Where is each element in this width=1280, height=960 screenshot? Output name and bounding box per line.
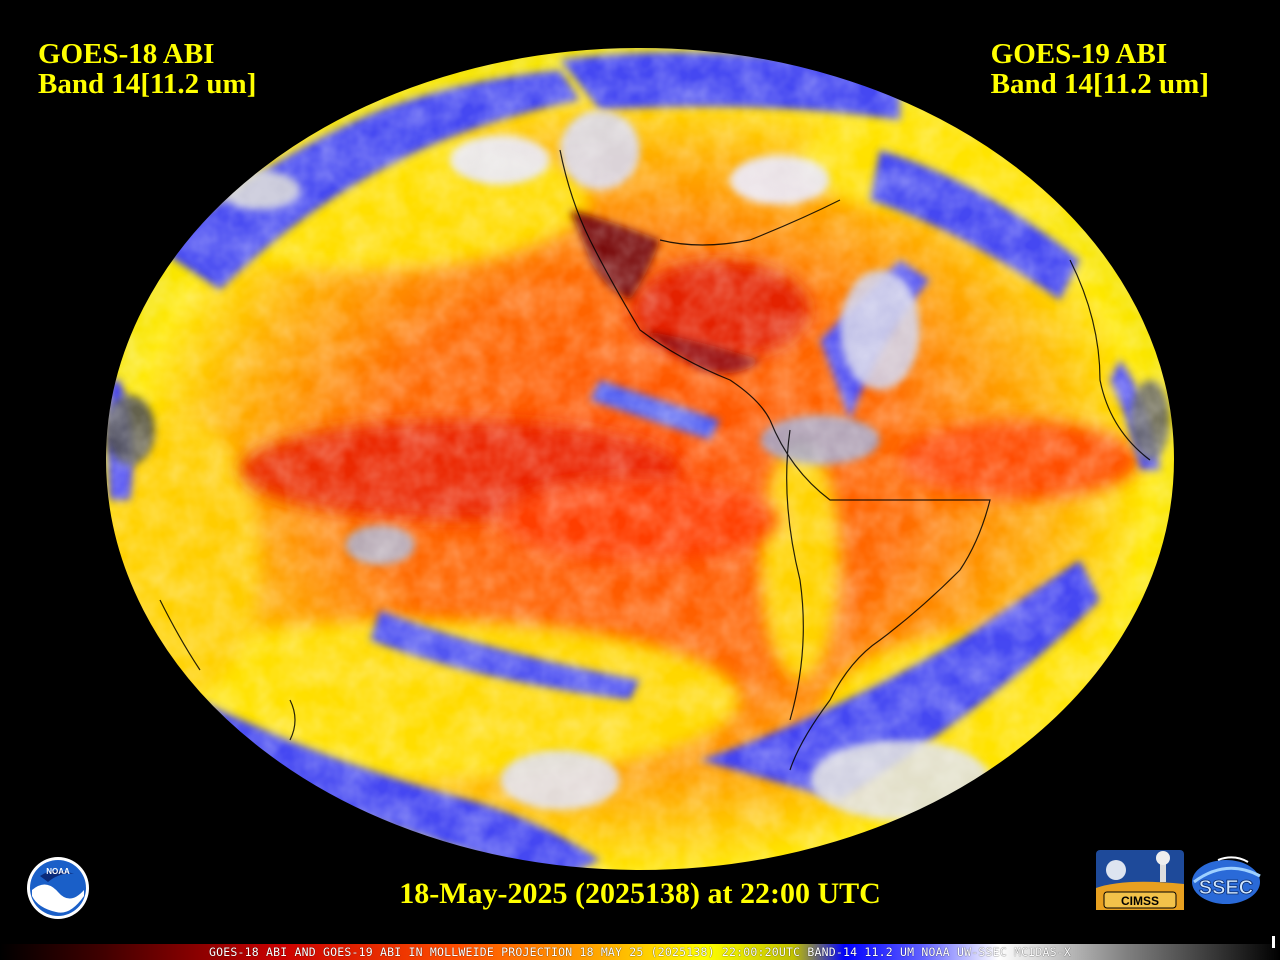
left-satellite-label: GOES-18 ABI Band 14[11.2 um]: [38, 39, 256, 99]
color-scale-bar: [0, 944, 1280, 960]
image-footer-caption: GOES-18 ABI AND GOES-19 ABI IN MOLLWEIDE…: [209, 945, 1071, 959]
right-satellite-name: GOES-19 ABI: [990, 38, 1168, 70]
left-satellite-name: GOES-18 ABI: [38, 38, 215, 70]
cimss-logo-text: CIMSS: [1121, 894, 1159, 908]
noaa-logo-text: NOAA: [46, 867, 70, 876]
ssec-logo-text: SSEC: [1199, 877, 1253, 899]
ssec-logo: SSEC: [1192, 856, 1261, 904]
cimss-logo: CIMSS: [1096, 850, 1184, 910]
right-band-name: Band 14[11.2 um]: [990, 68, 1209, 100]
image-timestamp: 18-May-2025 (2025138) at 22:00 UTC: [399, 877, 881, 910]
left-band-name: Band 14[11.2 um]: [38, 68, 257, 100]
scale-marker: [1272, 936, 1275, 948]
right-satellite-label: GOES-19 ABI Band 14[11.2 um]: [991, 39, 1209, 99]
noaa-logo: NOAA: [27, 857, 89, 919]
